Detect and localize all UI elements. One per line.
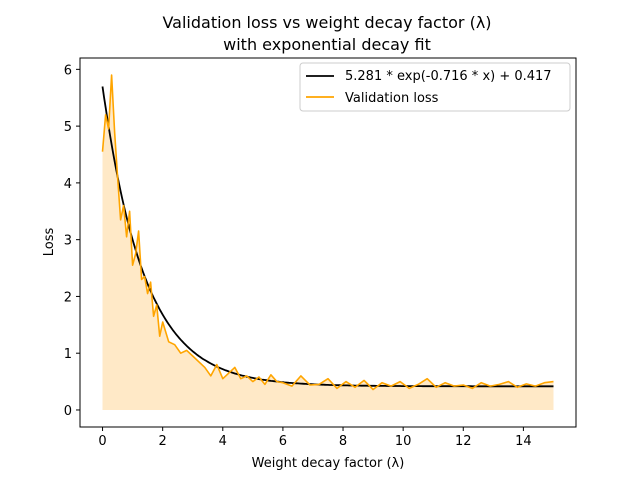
y-axis-label: Loss [42,228,57,257]
y-tick-label: 6 [64,63,72,78]
y-tick-label: 4 [64,177,72,192]
validation-loss-area [102,75,554,410]
validation-loss-line [101,74,554,391]
x-tick-label: 6 [279,434,287,449]
chart-title-line1: Validation loss vs weight decay factor (… [162,13,491,32]
x-tick-label: 2 [159,434,167,449]
y-tick-label: 1 [64,347,72,362]
x-tick-label: 14 [515,434,532,449]
x-axis-ticks: 0 2 4 6 8 10 12 14 [98,427,532,449]
legend-box [299,62,571,112]
x-tick-label: 10 [395,434,412,449]
x-tick-label: 12 [455,434,472,449]
x-tick-label: 0 [98,434,106,449]
plot-frame [79,57,577,428]
legend-series-label: Validation loss [345,91,439,106]
plot-area [101,74,554,410]
y-tick-label: 3 [64,234,72,249]
legend: 5.281 * exp(-0.716 * x) + 0.417 Validati… [299,62,571,112]
fit-curve-line [101,86,554,388]
legend-fit-label: 5.281 * exp(-0.716 * x) + 0.417 [345,69,552,84]
chart-title-line2: with exponential decay fit [223,35,431,54]
x-axis-label: Weight decay factor (λ) [252,456,405,471]
y-axis-ticks: 0 1 2 3 4 5 6 [64,63,80,419]
y-tick-label: 5 [64,120,72,135]
y-tick-label: 2 [64,290,72,305]
x-tick-label: 8 [339,434,347,449]
y-tick-label: 0 [64,404,72,419]
x-tick-label: 4 [219,434,227,449]
